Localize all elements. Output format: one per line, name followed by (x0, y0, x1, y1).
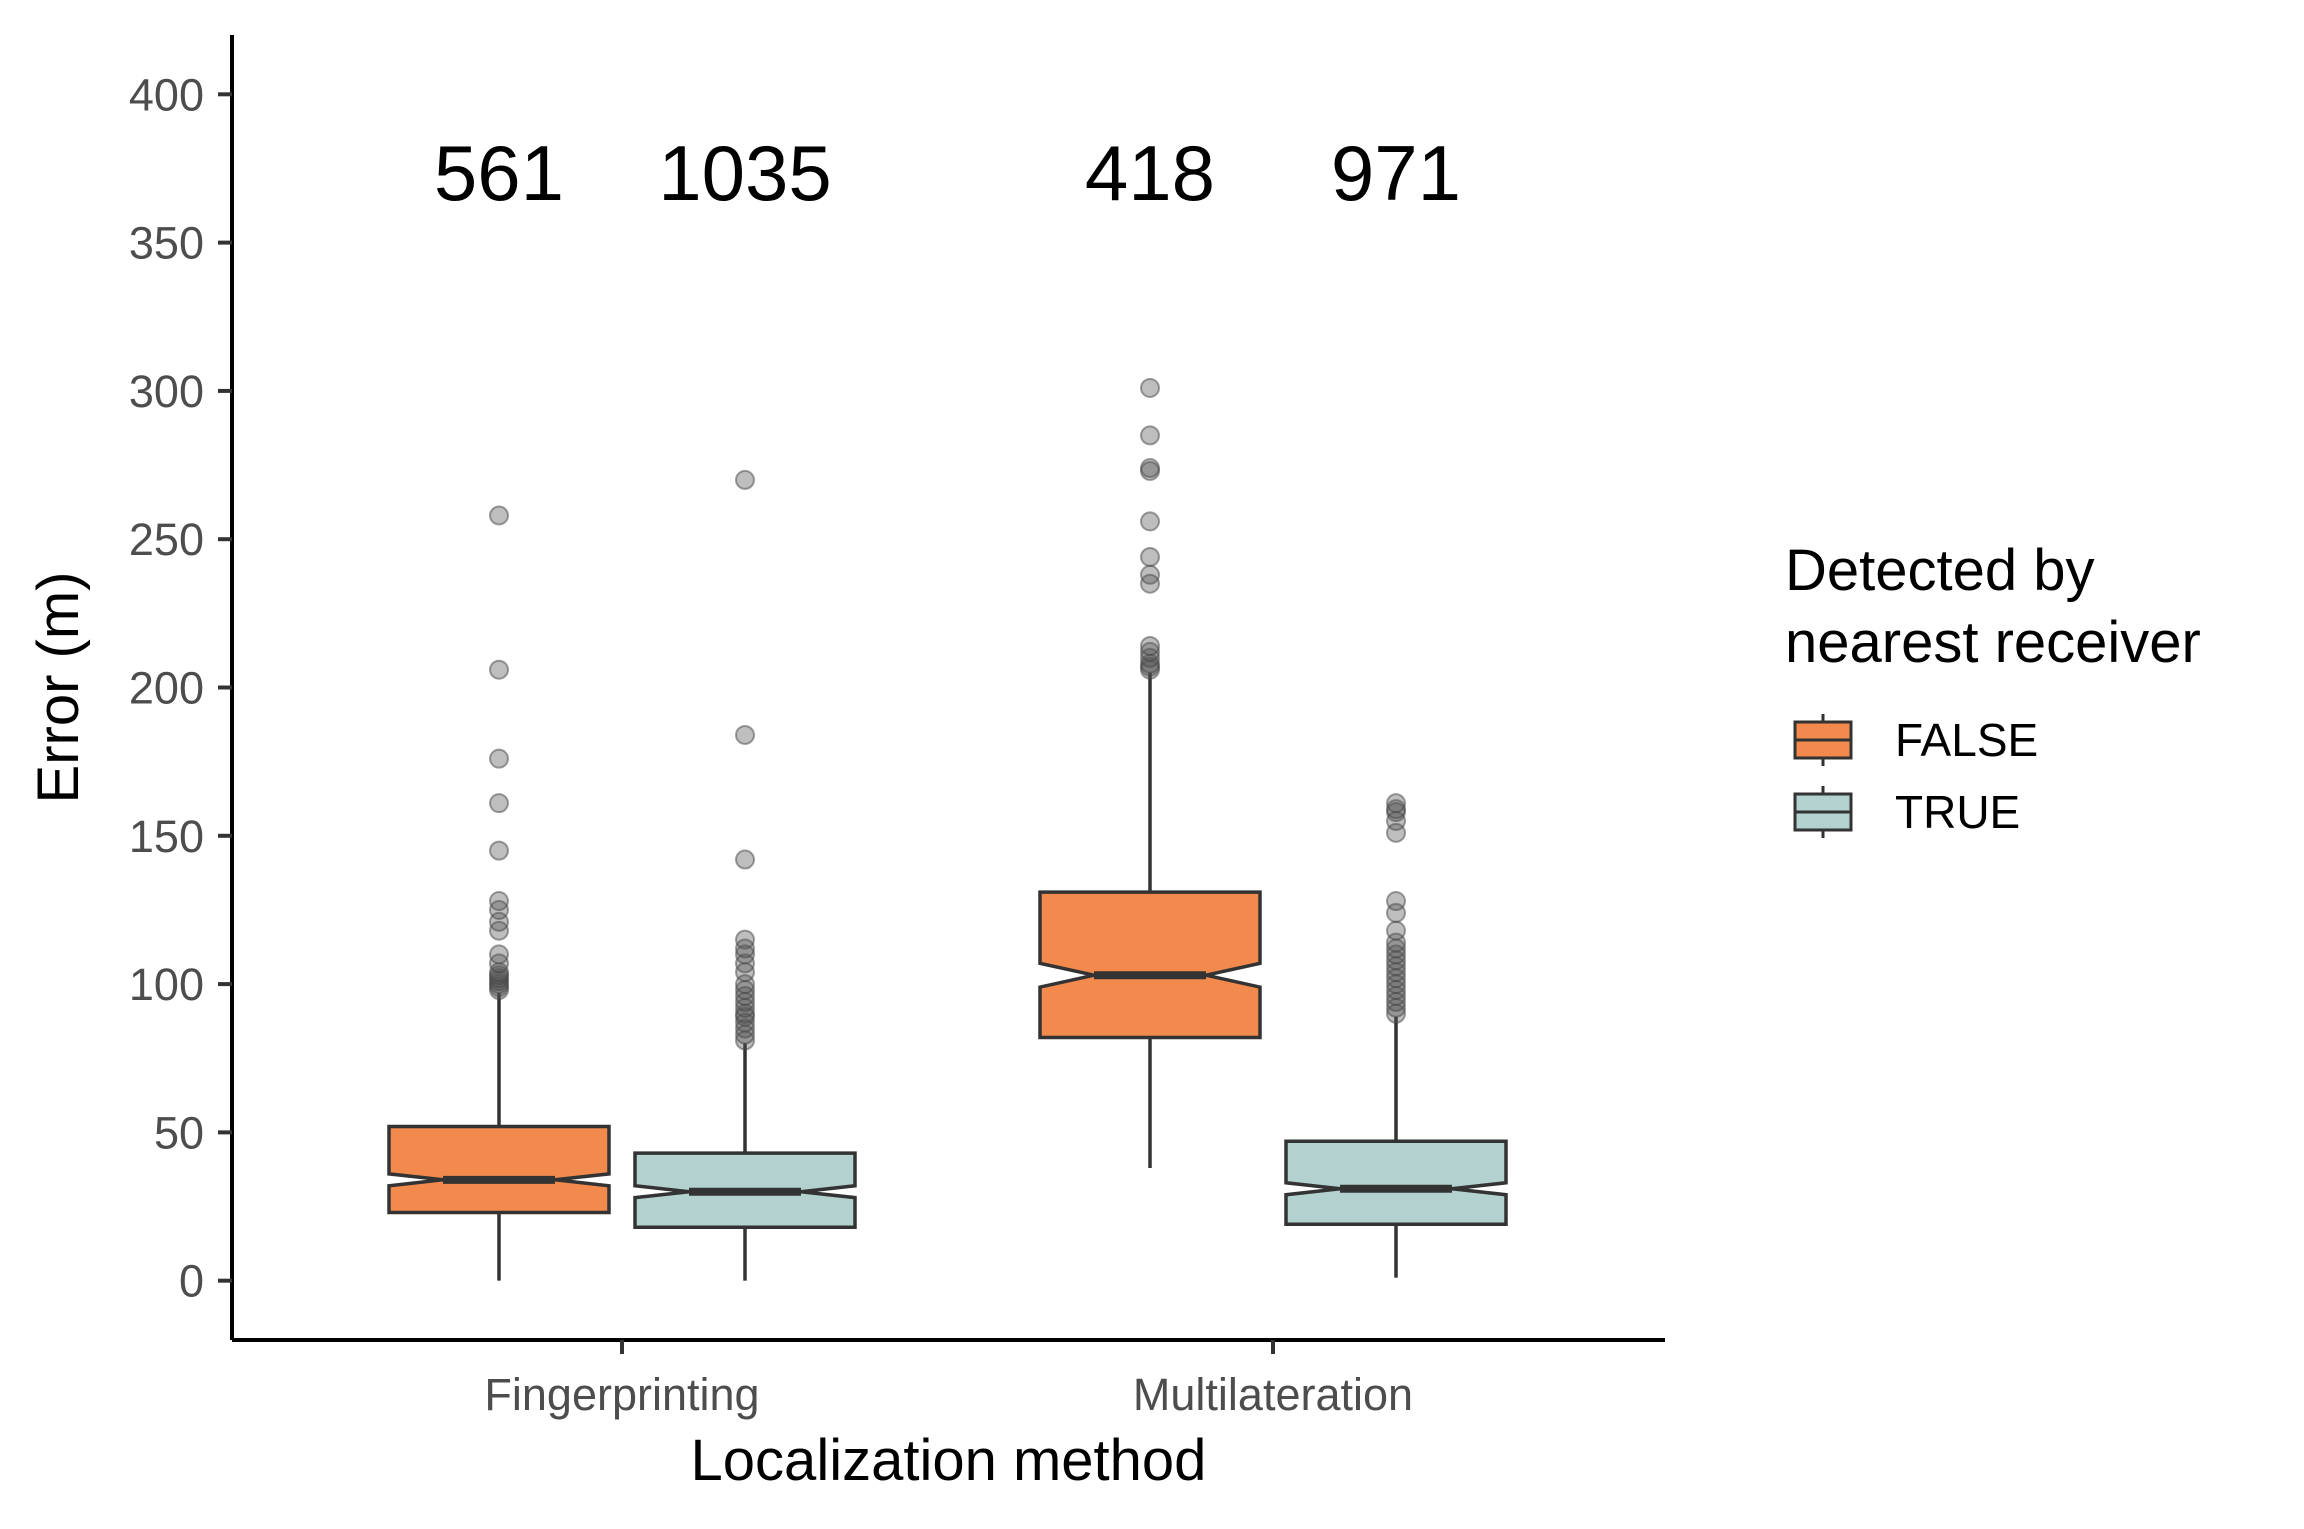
y-tick-label: 350 (129, 218, 204, 269)
box (1284, 1139, 1508, 1227)
box (1038, 890, 1262, 1040)
outlier-point (1140, 377, 1160, 398)
outlier-point (1140, 511, 1160, 532)
y-tick-label: 250 (129, 514, 204, 565)
outlier-point (735, 944, 755, 965)
count-label: 971 (1331, 129, 1461, 217)
outlier-point (735, 929, 755, 950)
outlier-point (1386, 920, 1406, 941)
legend-label: FALSE (1895, 714, 2038, 766)
outlier-point (489, 505, 509, 526)
outlier-point (1140, 547, 1160, 567)
x-tick-label: Multilateration (1133, 1369, 1413, 1420)
count-label: 1035 (658, 129, 832, 217)
box (387, 1124, 611, 1215)
legend-label: TRUE (1895, 786, 2020, 838)
outlier-point (735, 469, 755, 490)
outlier-point (1386, 793, 1406, 814)
y-tick-label: 200 (129, 663, 204, 714)
outlier-point (1140, 564, 1160, 585)
legend-title-line: Detected by (1785, 538, 2095, 603)
count-label: 561 (434, 129, 564, 217)
outlier-point (1386, 891, 1406, 912)
y-axis-title: Error (m) (26, 572, 91, 804)
y-tick-label: 300 (129, 366, 204, 417)
outlier-point (489, 944, 509, 965)
outlier-point (489, 891, 509, 912)
outlier-point (489, 840, 509, 861)
x-axis-title: Localization method (691, 1428, 1207, 1493)
outlier-point (489, 793, 509, 814)
outlier-point (1140, 458, 1160, 479)
y-tick-label: 0 (179, 1256, 204, 1307)
outlier-point (489, 659, 509, 680)
outlier-point (1140, 425, 1160, 446)
outlier-point (1140, 635, 1160, 656)
y-tick-label: 150 (129, 811, 204, 862)
y-tick-label: 100 (129, 959, 204, 1010)
legend-title-line: nearest receiver (1785, 610, 2201, 675)
y-tick-label: 400 (129, 69, 204, 120)
outlier-point (489, 748, 509, 769)
outlier-point (735, 849, 755, 870)
outlier-point (1386, 799, 1406, 820)
y-tick-label: 50 (154, 1107, 204, 1158)
x-tick-label: Fingerprinting (484, 1369, 759, 1420)
outlier-point (735, 724, 755, 745)
count-label: 418 (1085, 129, 1215, 217)
outlier-point (1140, 641, 1160, 662)
